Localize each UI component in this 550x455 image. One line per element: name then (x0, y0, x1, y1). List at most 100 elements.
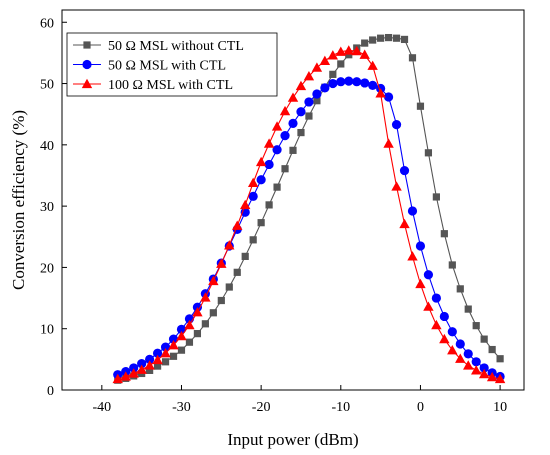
data-point (273, 183, 281, 191)
data-point (304, 97, 314, 107)
data-point (152, 348, 163, 358)
data-point (185, 338, 194, 346)
data-point (265, 201, 273, 209)
data-point (407, 206, 418, 216)
data-point (480, 335, 488, 343)
data-point (432, 193, 440, 201)
data-point (383, 92, 394, 102)
y-axis-title: Conversion efficiency (%) (9, 110, 28, 290)
data-point (255, 156, 267, 167)
data-point (311, 62, 323, 72)
legend-marker (81, 78, 93, 89)
data-point (176, 324, 187, 334)
legend-label: 50 Ω MSL with CTL (108, 59, 226, 74)
data-point (192, 306, 203, 317)
data-point (359, 49, 370, 59)
data-point (472, 322, 480, 330)
data-point (241, 252, 249, 260)
data-point (352, 77, 362, 87)
data-point (289, 146, 297, 154)
data-point (247, 177, 259, 187)
data-point (456, 285, 464, 293)
series-3 (112, 45, 506, 384)
data-point (257, 219, 265, 227)
data-point (224, 240, 235, 250)
data-point (295, 80, 307, 91)
data-point (328, 78, 338, 89)
data-point (303, 70, 315, 81)
data-point (416, 102, 425, 110)
data-point (177, 346, 186, 354)
series-1 (114, 33, 504, 384)
y-tick-label: 50 (40, 78, 54, 93)
data-point (176, 330, 187, 341)
data-point (168, 340, 179, 350)
data-point (160, 342, 171, 352)
data-point (369, 36, 377, 44)
data-point (496, 355, 504, 363)
data-point (336, 77, 346, 87)
data-point (344, 76, 354, 86)
legend-box (66, 32, 278, 97)
x-tick-label: 0 (417, 400, 424, 415)
data-point (296, 107, 306, 117)
data-point (145, 354, 155, 364)
data-point (263, 138, 275, 148)
data-point (399, 165, 410, 176)
legend-item: 50 Ω MSL without CTL (73, 39, 244, 54)
data-point (486, 371, 498, 382)
data-point (335, 46, 346, 56)
data-point (391, 120, 402, 130)
legend-label: 100 Ω MSL with CTL (108, 78, 233, 93)
data-point (377, 34, 385, 42)
legend-item: 50 Ω MSL with CTL (73, 59, 226, 74)
y-tick-label: 60 (40, 16, 54, 31)
data-point (391, 181, 402, 191)
data-point (248, 191, 258, 201)
data-point (216, 258, 227, 268)
data-point (319, 55, 331, 66)
data-point (144, 360, 155, 370)
data-point (408, 54, 417, 62)
legend: 50 Ω MSL without CTL 50 Ω MSL with CTL 100… (66, 32, 278, 97)
data-point (400, 35, 409, 44)
data-point (431, 319, 442, 330)
data-point (161, 358, 170, 366)
data-point (448, 261, 456, 269)
data-point (120, 371, 131, 381)
x-tick-label: -30 (172, 400, 191, 415)
data-point (464, 305, 472, 313)
data-point (146, 366, 154, 374)
legend-item: 100 Ω MSL with CTL (73, 78, 233, 93)
data-point (440, 230, 448, 238)
y-tick-label: 20 (40, 261, 54, 276)
data-point (423, 270, 434, 280)
data-point (305, 112, 313, 120)
data-point (232, 220, 243, 230)
data-point (256, 175, 266, 185)
data-point (447, 344, 458, 355)
data-point (193, 330, 202, 338)
data-point (281, 165, 289, 173)
data-point (313, 97, 321, 105)
data-point (447, 327, 457, 337)
data-point (225, 283, 233, 291)
data-point (152, 354, 163, 365)
data-point (169, 352, 178, 360)
data-point (345, 51, 353, 59)
data-point (320, 83, 330, 93)
legend-marker (83, 41, 91, 49)
data-point (329, 70, 337, 78)
data-point (375, 88, 386, 98)
data-point (383, 138, 394, 148)
data-point (368, 80, 378, 90)
data-point (415, 241, 426, 251)
y-tick-label: 40 (40, 139, 54, 154)
data-point (407, 251, 418, 261)
data-point (312, 89, 322, 99)
x-tick-label: 10 (493, 400, 507, 415)
data-point (392, 34, 401, 42)
data-point (240, 199, 251, 210)
data-point (399, 218, 410, 229)
